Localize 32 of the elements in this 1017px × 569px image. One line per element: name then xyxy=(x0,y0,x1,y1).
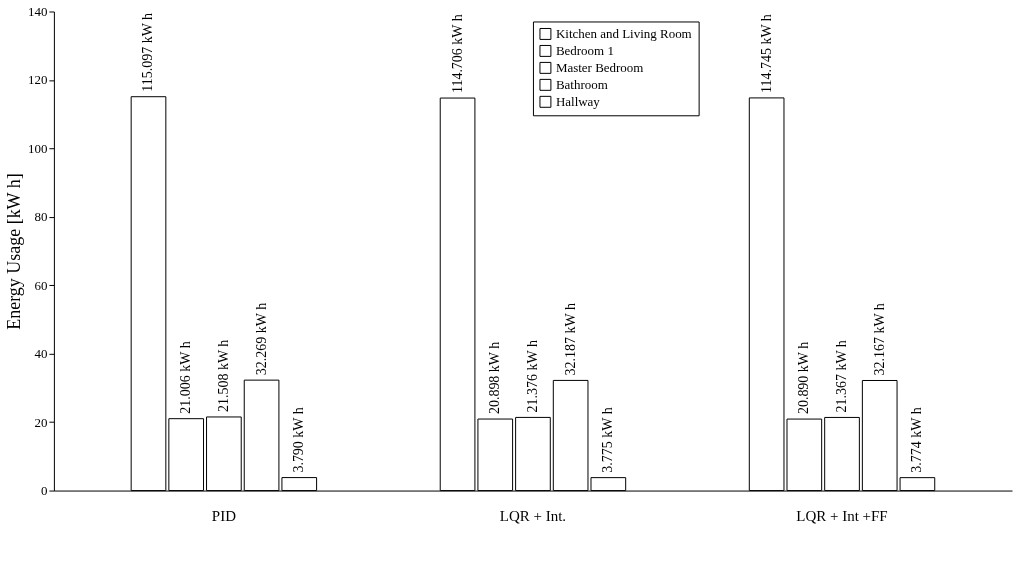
data-label: 115.097 kW h xyxy=(140,12,156,92)
data-label: 21.367 kW h xyxy=(834,340,850,413)
data-label: 114.706 kW h xyxy=(449,14,465,94)
legend-label: Bathroom xyxy=(555,76,608,92)
data-label: 32.187 kW h xyxy=(562,303,578,376)
data-label: 32.269 kW h xyxy=(253,302,269,376)
y-axis-title: Energy Usage [kW h] xyxy=(3,173,24,330)
y-tick-label: 20 xyxy=(34,414,48,430)
legend-label: Hallway xyxy=(555,93,601,109)
y-tick-label: 0 xyxy=(40,483,48,499)
x-tick-label: LQR + Int +FF xyxy=(796,508,888,524)
data-label: 21.508 kW h xyxy=(215,339,231,412)
legend-label: Kitchen and Living Room xyxy=(555,25,692,41)
data-label: 20.890 kW h xyxy=(796,341,812,415)
x-tick-label: PID xyxy=(211,508,237,524)
data-label: 21.006 kW h xyxy=(178,341,194,414)
data-label: 114.745 kW h xyxy=(758,14,774,93)
y-tick-label: 80 xyxy=(34,209,48,225)
data-label: 20.898 kW h xyxy=(487,341,503,415)
y-tick-label: 120 xyxy=(27,72,48,88)
y-tick-label: 60 xyxy=(34,277,48,293)
y-tick-label: 100 xyxy=(27,140,48,156)
data-label: 3.790 kW h xyxy=(291,407,307,473)
legend-label: Master Bedroom xyxy=(555,59,644,75)
data-label: 3.774 kW h xyxy=(909,407,925,473)
legend-label: Bedroom 1 xyxy=(555,42,614,58)
y-tick-label: 140 xyxy=(27,3,48,19)
x-tick-label: LQR + Int. xyxy=(499,508,567,524)
data-label: 32.167 kW h xyxy=(871,303,887,376)
data-label: 3.775 kW h xyxy=(600,407,616,473)
y-tick-label: 40 xyxy=(34,346,48,362)
data-label: 21.376 kW h xyxy=(524,340,540,413)
